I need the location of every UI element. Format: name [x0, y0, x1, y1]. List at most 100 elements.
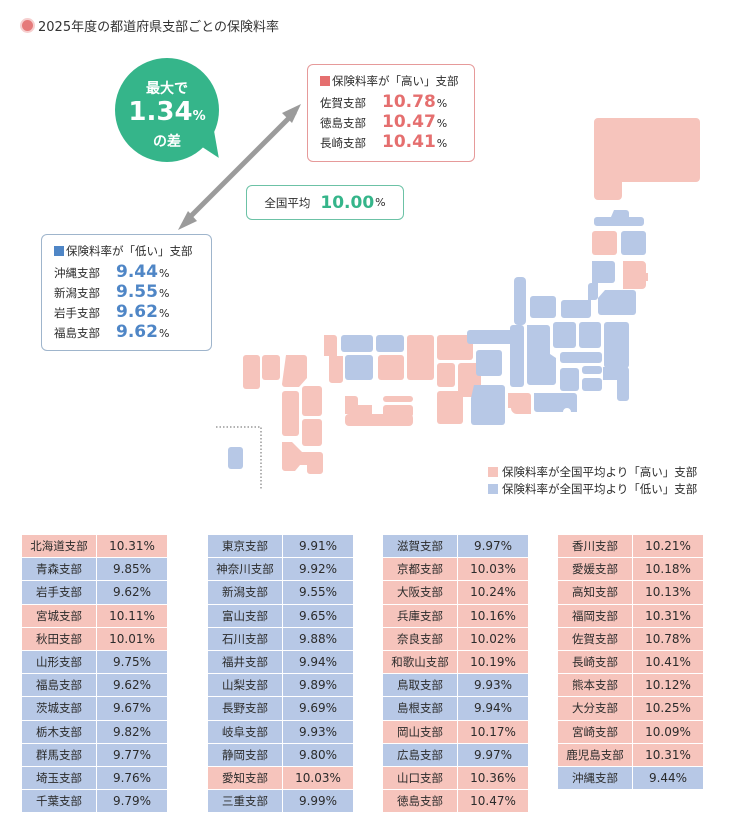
- branch-name: 愛知支部: [208, 766, 283, 790]
- branch-name: 高知支部: [558, 581, 633, 604]
- rate-value: 9.92%: [298, 562, 338, 577]
- rate-value: 9.62%: [112, 678, 152, 693]
- branch-name: 富山支部: [208, 604, 283, 627]
- branch-name: 鳥取支部: [383, 674, 458, 697]
- branch-name: 徳島支部: [383, 790, 458, 813]
- branch-name: 三重支部: [208, 790, 283, 813]
- branch-name: 茨城支部: [22, 697, 97, 720]
- rate-value: 10.13%: [645, 585, 691, 600]
- bubble-line3: の差: [153, 134, 181, 150]
- table-row: 秋田支部 10.01%: [22, 627, 167, 651]
- table-row: 青森支部 9.85%: [22, 558, 167, 582]
- branch-name: 鹿児島支部: [558, 743, 633, 766]
- rate-value: 9.85%: [112, 562, 152, 577]
- branch-name: 山口支部: [383, 766, 458, 790]
- branch-name: 神奈川支部: [208, 558, 283, 581]
- table-row: 岩手支部 9.62%: [22, 581, 167, 605]
- rate-value: 9.62%: [112, 585, 152, 600]
- table-row: 三重支部 9.99%: [208, 790, 353, 814]
- high-box-heading: 保険料率が「高い」支部: [320, 73, 462, 89]
- table-row: 島根支部 9.94%: [383, 697, 528, 721]
- branch-name: 新潟支部: [208, 581, 283, 604]
- rate-value: 9.94%: [473, 701, 513, 716]
- branch-name: 奈良支部: [383, 627, 458, 650]
- table-row: 茨城支部 9.67%: [22, 697, 167, 721]
- branch-name: 長崎支部: [558, 650, 633, 674]
- table-row: 徳島支部 10.47%: [383, 790, 528, 814]
- table-row: 鹿児島支部 10.31%: [558, 743, 703, 767]
- table-column-1: 北海道支部 10.31% 青森支部 9.85% 岩手支部 9.62% 宮城支部 10.11% 秋…: [22, 535, 167, 814]
- rate-value: 9.69%: [298, 701, 338, 716]
- table-row: 福井支部 9.94%: [208, 650, 353, 675]
- branch-name: 青森支部: [22, 558, 97, 581]
- rate-value: 9.75%: [112, 655, 152, 670]
- table-row: 大分支部 10.25%: [558, 697, 703, 721]
- table-row: 長野支部 9.69%: [208, 697, 353, 721]
- low-row: 新潟支部 9.55%: [54, 282, 170, 302]
- low-box-heading: 保険料率が「低い」支部: [54, 243, 199, 259]
- table-row: 山形支部 9.75%: [22, 650, 167, 675]
- branch-name: 東京支部: [208, 535, 283, 558]
- table-row: 福島支部 9.62%: [22, 674, 167, 698]
- table-row: 岐阜支部 9.93%: [208, 720, 353, 744]
- table-column-2: 東京支部 9.91% 神奈川支部 9.92% 新潟支部 9.55% 富山支部 9.65% 石川支…: [208, 535, 353, 814]
- legend-low: 保険料率が全国平均より「低い」支部: [488, 480, 697, 497]
- table-row: 滋賀支部 9.97%: [383, 535, 528, 559]
- rate-value: 9.89%: [298, 678, 338, 693]
- rate-value: 9.67%: [112, 701, 152, 716]
- rate-value: 10.03%: [295, 770, 341, 785]
- branch-name: 沖縄支部: [558, 766, 633, 790]
- table-row: 新潟支部 9.55%: [208, 581, 353, 605]
- rate-value: 9.82%: [112, 724, 152, 739]
- branch-name: 福島支部: [22, 674, 97, 697]
- rate-value: 10.36%: [470, 770, 516, 785]
- branch-name: 北海道支部: [22, 535, 97, 558]
- high-row: 徳島支部 10.47%: [320, 112, 448, 132]
- table-row: 福岡支部 10.31%: [558, 604, 703, 628]
- branch-name: 宮崎支部: [558, 720, 633, 743]
- rate-value: 10.01%: [109, 631, 155, 646]
- table-row: 千葉支部 9.79%: [22, 790, 167, 814]
- table-row: 宮城支部 10.11%: [22, 604, 167, 628]
- rate-value: 9.93%: [298, 724, 338, 739]
- branch-name: 愛媛支部: [558, 558, 633, 581]
- table-row: 和歌山支部 10.19%: [383, 650, 528, 675]
- branch-name: 兵庫支部: [383, 604, 458, 627]
- rate-value: 10.21%: [645, 539, 691, 554]
- table-row: 佐賀支部 10.78%: [558, 627, 703, 651]
- rate-value: 10.17%: [470, 724, 516, 739]
- branch-name: 静岡支部: [208, 743, 283, 766]
- rate-value: 9.77%: [112, 747, 152, 762]
- rate-value: 9.91%: [298, 539, 338, 554]
- table-row: 広島支部 9.97%: [383, 743, 528, 767]
- high-rate-box: 保険料率が「高い」支部 佐賀支部 10.78% 徳島支部 10.47% 長崎支部 10…: [307, 64, 475, 162]
- legend-high: 保険料率が全国平均より「高い」支部: [488, 463, 697, 480]
- low-row: 岩手支部 9.62%: [54, 302, 170, 322]
- table-row: 東京支部 9.91%: [208, 535, 353, 559]
- map-legend: 保険料率が全国平均より「高い」支部 保険料率が全国平均より「低い」支部: [488, 463, 697, 497]
- blue-square-icon: [488, 483, 498, 494]
- table-row: 山梨支部 9.89%: [208, 674, 353, 698]
- branch-name: 栃木支部: [22, 720, 97, 743]
- page-title-text: 2025年度の都道府県支部ごとの保険料率: [38, 20, 279, 35]
- page-title: 2025年度の都道府県支部ごとの保険料率: [22, 16, 279, 35]
- branch-name: 福井支部: [208, 650, 283, 674]
- rate-value: 9.97%: [473, 539, 513, 554]
- rate-value: 10.31%: [645, 608, 691, 623]
- rate-value: 10.25%: [645, 701, 691, 716]
- rate-value: 10.18%: [645, 562, 691, 577]
- rate-value: 10.03%: [470, 562, 516, 577]
- rate-value: 10.19%: [470, 655, 516, 670]
- table-row: 静岡支部 9.80%: [208, 743, 353, 767]
- rate-value: 9.88%: [298, 631, 338, 646]
- rate-value: 9.99%: [298, 794, 338, 809]
- branch-name: 千葉支部: [22, 790, 97, 813]
- branch-name: 埼玉支部: [22, 766, 97, 790]
- branch-name: 岩手支部: [22, 581, 97, 604]
- table-row: 長崎支部 10.41%: [558, 650, 703, 675]
- table-row: 埼玉支部 9.76%: [22, 766, 167, 791]
- rate-value: 10.31%: [645, 747, 691, 762]
- table-row: 兵庫支部 10.16%: [383, 604, 528, 628]
- branch-name: 京都支部: [383, 558, 458, 581]
- rate-value: 9.97%: [473, 747, 513, 762]
